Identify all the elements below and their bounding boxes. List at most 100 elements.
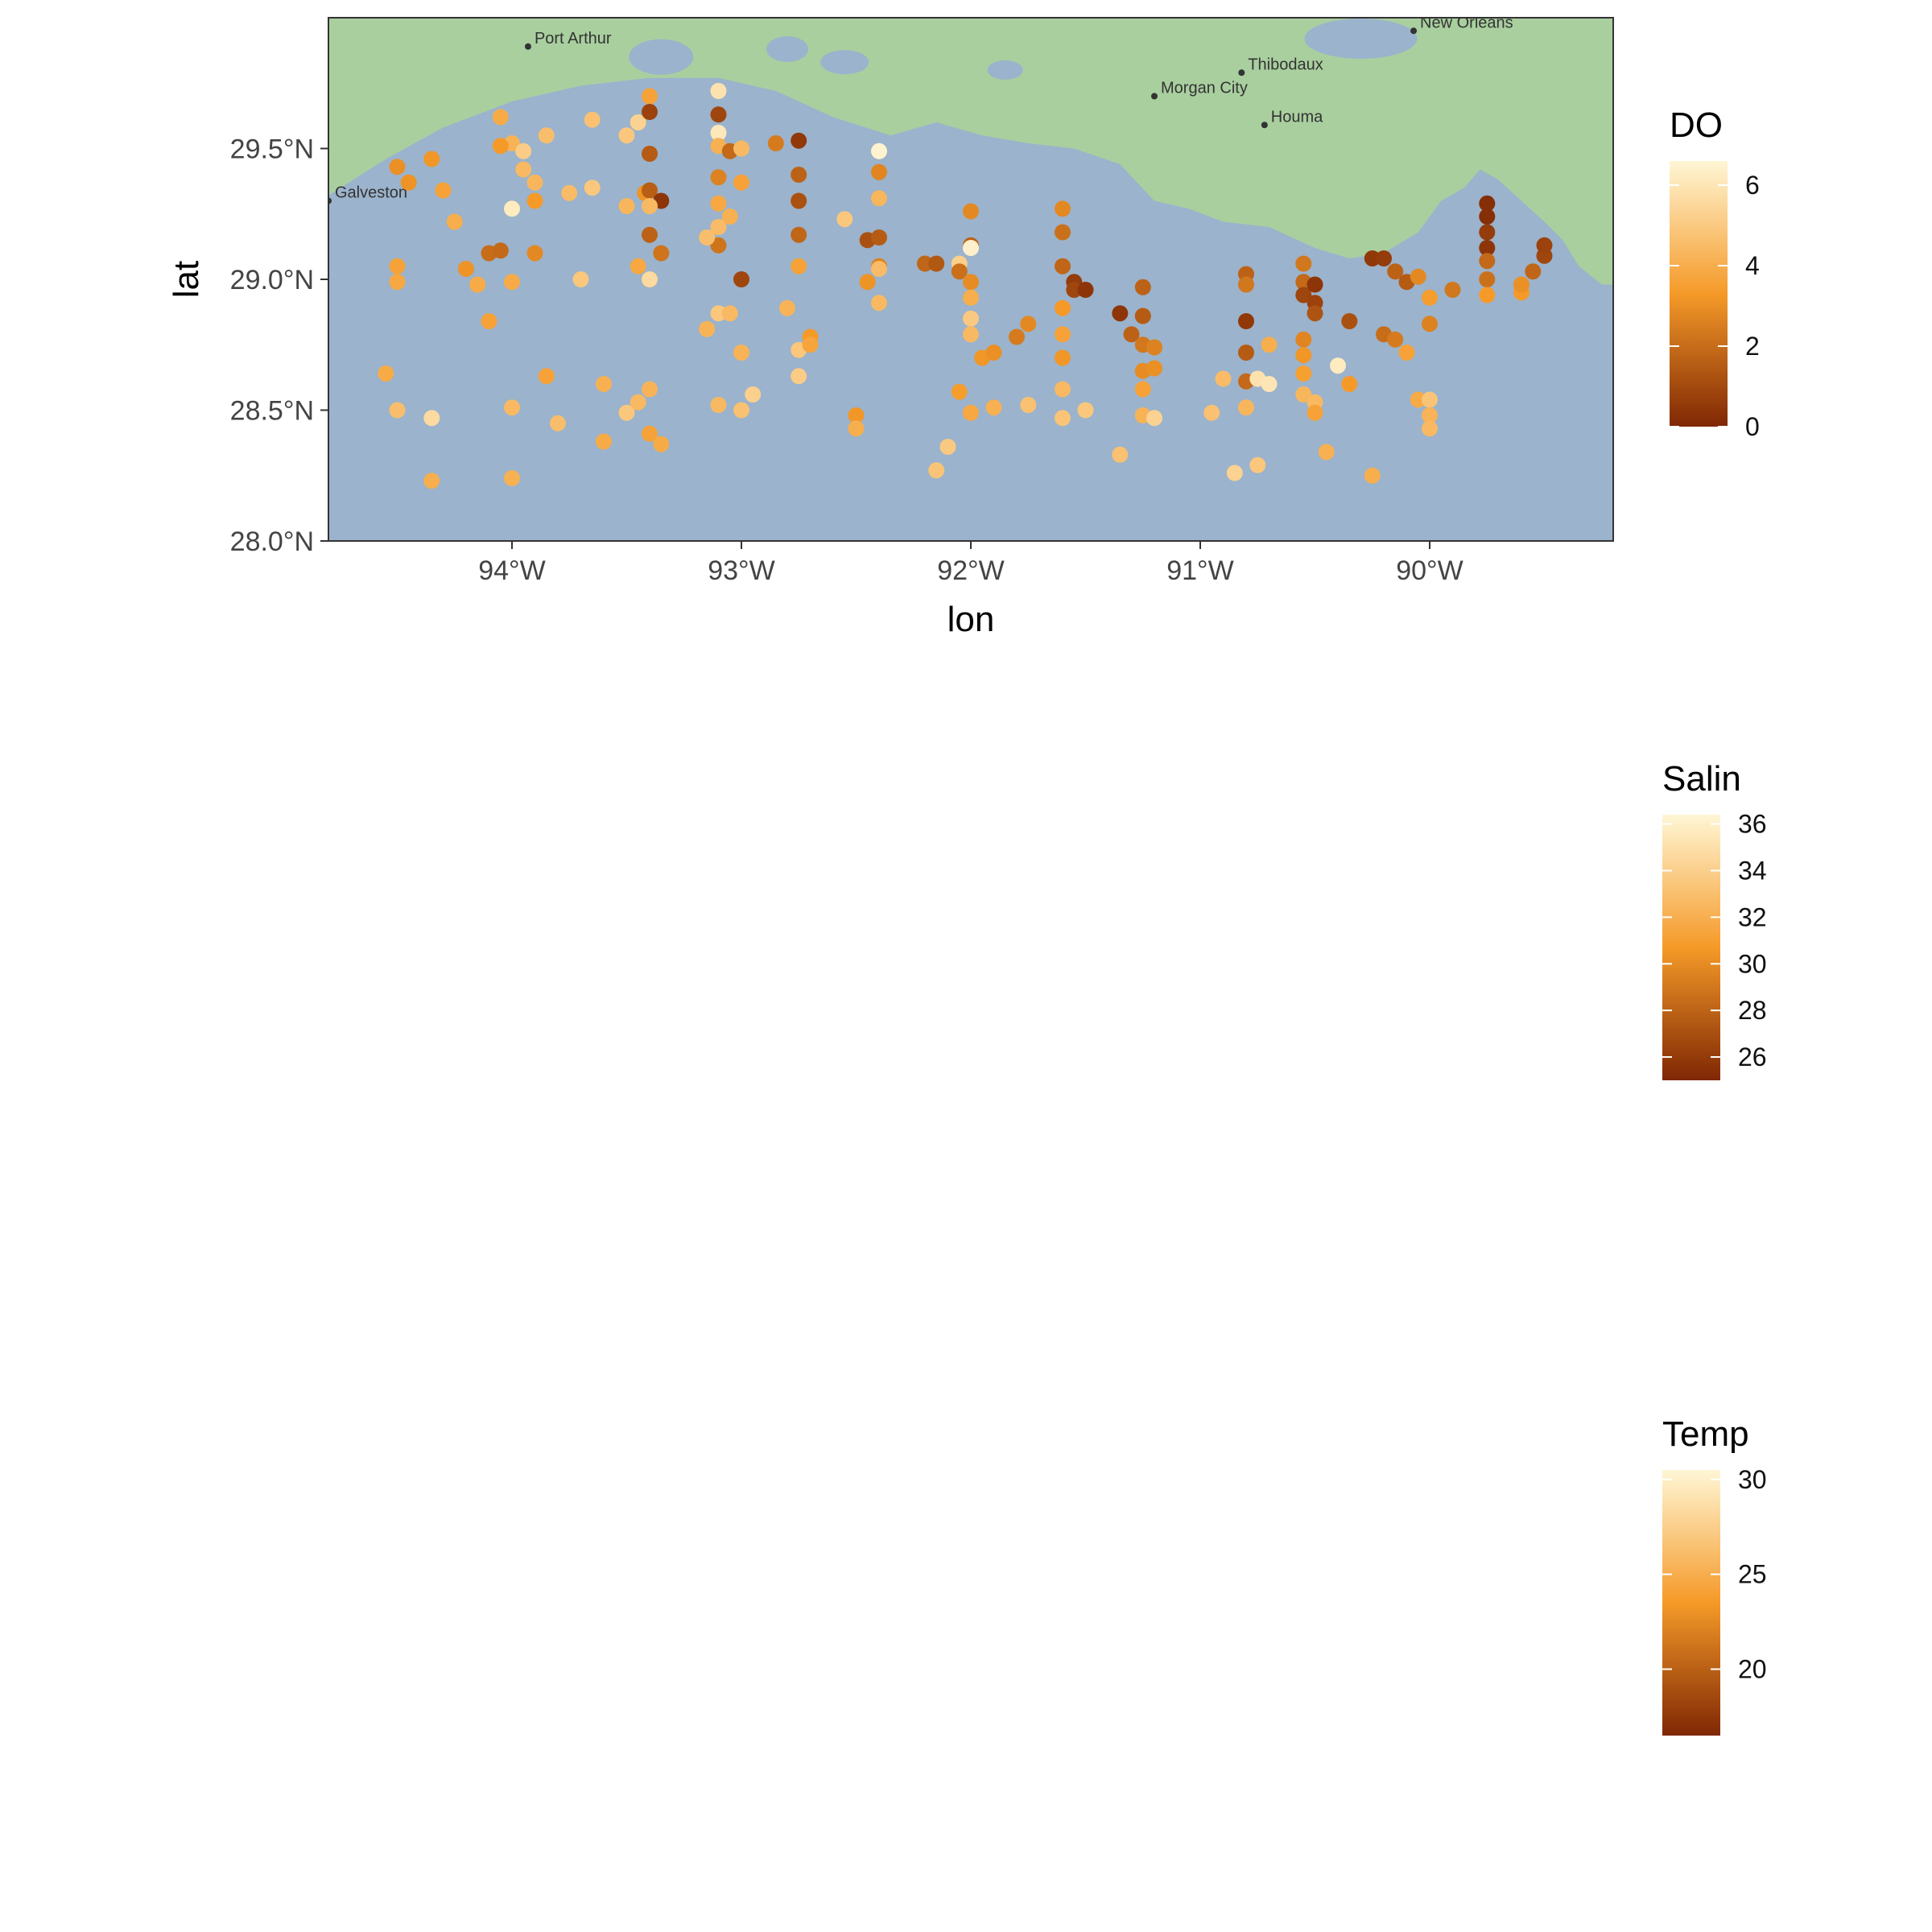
station-point [504,200,520,217]
station-point [1364,250,1381,266]
station-point [1112,305,1129,322]
station-point [1295,386,1312,402]
station-point [504,399,520,416]
station-point [963,289,979,306]
station-point [791,167,807,183]
station-point [1146,410,1162,427]
legend-tick-label: 0 [1745,412,1760,441]
x-tick-label: 91°W [1166,555,1234,586]
station-point [1134,279,1151,295]
station-point [859,274,876,291]
legend-tick-label: 4 [1745,251,1760,280]
station-point [848,420,865,437]
station-point [1513,276,1530,293]
station-point [446,213,463,230]
station-point [642,198,658,214]
station-point [596,376,612,392]
station-point [584,180,601,196]
map-background: Port Arthur Galveston Morgan CityThibodaux… [328,18,1613,541]
station-point [423,151,440,167]
legend-tick-label: 2 [1745,332,1760,361]
x-tick-label: 90°W [1396,555,1463,586]
station-point [733,271,749,287]
station-point [1134,381,1151,398]
station-point [985,345,1002,361]
station-point [1479,287,1496,303]
station-point [963,240,979,256]
y-tick-label: 28.5°N [230,396,314,427]
station-point [745,386,762,402]
station-point [550,415,566,431]
lake-shape [629,39,694,75]
legend-tick-label: 32 [1738,902,1767,931]
station-point [1525,263,1542,280]
station-point [469,276,486,293]
legend-tick-label: 30 [1738,1465,1767,1494]
station-point [1410,391,1426,408]
station-point [630,394,646,411]
legend-title: DO [1670,105,1723,145]
station-point [492,242,509,259]
do-map-panel: Port Arthur Galveston Morgan City Thibodaux… [0,0,1932,644]
station-point [1295,331,1312,348]
station-point [526,192,543,209]
y-tick-label: 28.0°N [230,526,314,557]
station-point [1422,420,1438,437]
station-point [538,368,555,385]
station-point [1479,195,1496,212]
station-point [733,345,749,361]
station-point [538,127,555,144]
color-legend: Temp 20 25 30 [1662,1414,1767,1736]
legend-tick-label: 26 [1738,1042,1767,1071]
station-point [526,174,543,191]
station-point [1479,240,1496,256]
station-point [642,381,658,398]
station-point [618,127,635,144]
legend-title: Temp [1662,1414,1749,1454]
station-point [378,365,394,382]
station-point [423,473,440,489]
station-point [791,192,807,209]
station-point [526,245,543,262]
station-point [791,258,807,275]
station-point [1055,381,1071,398]
place-marker [1410,27,1418,35]
station-point [1055,200,1071,217]
station-point [642,182,658,199]
station-point [1295,255,1312,272]
station-point [710,125,727,141]
station-point [963,310,979,327]
station-point [1123,326,1140,343]
x-tick-label: 93°W [708,555,775,586]
station-point [389,258,406,275]
station-point [1203,404,1220,421]
station-point [515,142,532,159]
station-point [400,174,417,191]
station-point [1536,237,1553,254]
station-point [802,336,819,353]
station-point [963,274,979,291]
place-marker [1151,93,1158,100]
station-point [1341,313,1358,329]
station-point [642,146,658,162]
station-point [1112,446,1129,463]
station-point [1364,467,1381,484]
station-point [492,138,509,155]
station-point [710,106,727,123]
place-label: Morgan City [1161,80,1248,97]
station-point [1307,305,1323,322]
color-legend: Salin 26 28 30 32 34 36 [1662,759,1767,1080]
station-point [1261,336,1278,353]
station-point [710,397,727,413]
station-point [710,219,727,235]
legend-colorbar [1662,815,1720,1080]
station-point [951,263,968,280]
station-point [721,305,738,322]
station-point [1055,258,1071,275]
station-point [1261,376,1278,392]
station-point [791,368,807,385]
station-point [1249,456,1266,473]
lake-shape [1304,19,1418,59]
station-point [710,83,727,99]
